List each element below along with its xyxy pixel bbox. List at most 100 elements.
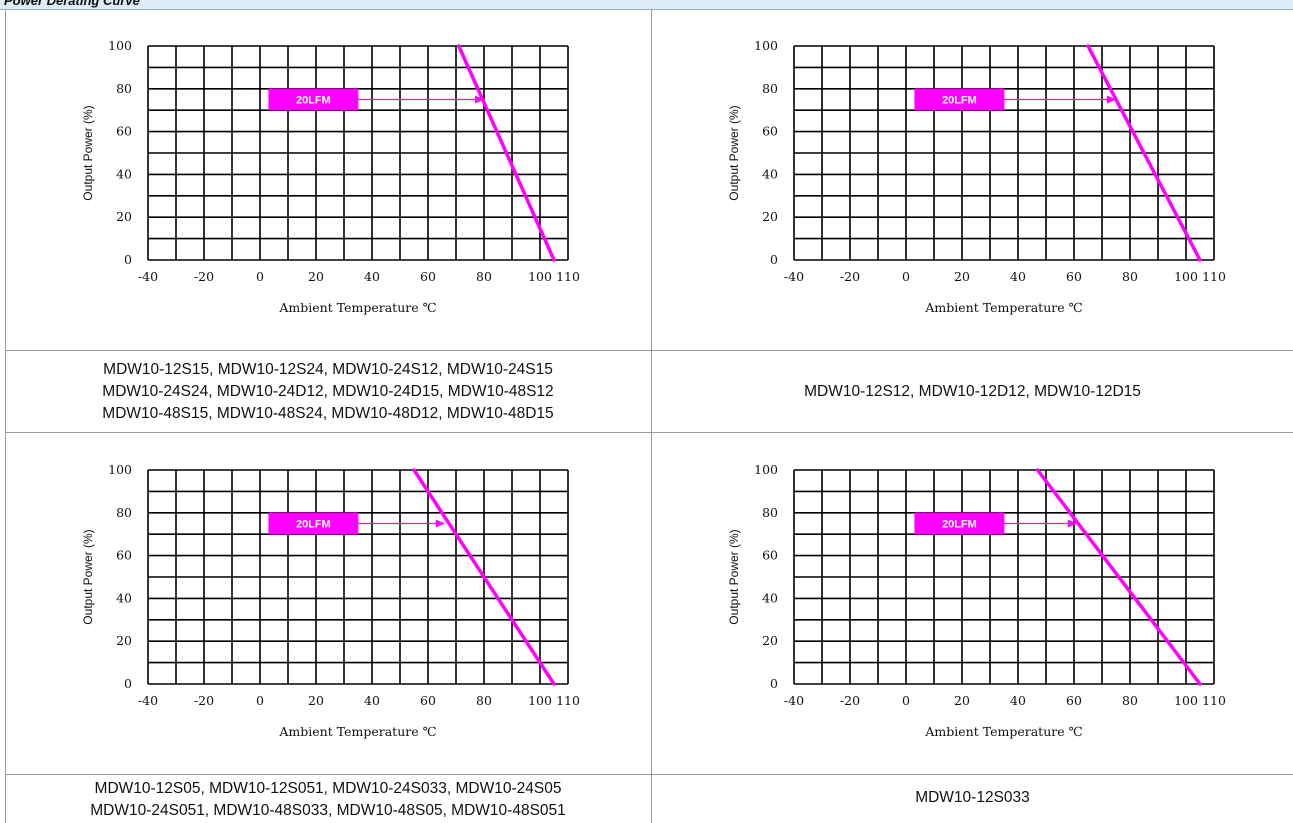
airflow-arrow-head [1067, 519, 1077, 528]
x-axis-label: Ambient Temperature ℃ [278, 724, 436, 739]
y-tick-label: 100 [108, 462, 132, 477]
y-tick-label: 80 [762, 81, 778, 96]
derating-chart-1: 0 20 40 60 80 100 -40 -20 0 20 40 60 80 100 110 Ambient… [81, 38, 580, 315]
derating-line [1035, 468, 1202, 686]
model-list-caption-3: MDW10-12S05, MDW10-12S051, MDW10-24S033,… [5, 775, 651, 823]
x-tick-label: 40 [1010, 693, 1026, 708]
x-tick-label: 100 [1174, 269, 1198, 284]
derating-chart-2: 0 20 40 60 80 100 -40 -20 0 20 40 60 80 100 110 Ambient… [727, 38, 1226, 315]
y-tick-label: 0 [124, 252, 132, 267]
y-axis-label: Output Power (%) [727, 529, 741, 624]
y-tick-label: 40 [762, 590, 778, 605]
x-tick-label: 60 [1066, 693, 1082, 708]
x-tick-label: 100 [1174, 693, 1198, 708]
model-list-caption-4: MDW10-12S033 [652, 775, 1293, 823]
model-list-line: MDW10-24S051, MDW10-48S033, MDW10-48S05,… [90, 802, 566, 819]
y-tick-label: 60 [762, 548, 778, 563]
model-list-caption-2: MDW10-12S12, MDW10-12D12, MDW10-12D15 [652, 351, 1293, 432]
table-frame [5, 9, 1293, 823]
y-tick-label: 100 [754, 462, 778, 477]
x-tick-label: 20 [308, 693, 324, 708]
y-axis-label: Output Power (%) [81, 105, 95, 200]
x-tick-label: -20 [194, 693, 214, 708]
x-tick-label: 0 [256, 693, 264, 708]
model-list-line: MDW10-12S15, MDW10-12S24, MDW10-24S12, M… [103, 360, 553, 378]
x-tick-label: 20 [308, 269, 324, 284]
table-row-divider [5, 350, 1293, 351]
airflow-label-box [914, 88, 1005, 111]
page-title: Power Derating Curve [4, 0, 140, 8]
x-tick-label: 100 [528, 693, 552, 708]
x-tick-label: 0 [256, 269, 264, 284]
x-tick-label: 110 [556, 693, 580, 708]
x-axis-label: Ambient Temperature ℃ [924, 300, 1082, 315]
x-tick-label: -40 [138, 693, 158, 708]
model-list-line: MDW10-12S05, MDW10-12S051, MDW10-24S033,… [94, 780, 562, 797]
x-tick-label: 40 [364, 693, 380, 708]
y-axis-label: Output Power (%) [81, 529, 95, 624]
model-list-line: MDW10-12S033 [915, 789, 1030, 806]
x-tick-label: 80 [1122, 269, 1138, 284]
x-axis-label: Ambient Temperature ℃ [924, 724, 1082, 739]
derating-line [412, 468, 556, 686]
y-tick-label: 40 [116, 590, 132, 605]
model-list-line: MDW10-24S24, MDW10-24D12, MDW10-24D15, M… [102, 382, 554, 400]
derating-line [1086, 44, 1202, 262]
x-tick-label: 80 [476, 693, 492, 708]
x-tick-label: -20 [194, 269, 214, 284]
x-tick-label: 0 [902, 693, 910, 708]
x-tick-label: 20 [954, 693, 970, 708]
y-tick-label: 40 [762, 166, 778, 181]
x-tick-label: 80 [1122, 693, 1138, 708]
derating-line [457, 44, 556, 262]
y-tick-label: 0 [770, 676, 778, 691]
x-tick-label: 110 [556, 269, 580, 284]
x-tick-label: 100 [528, 269, 552, 284]
x-tick-label: -40 [138, 269, 158, 284]
airflow-arrow-head [435, 519, 445, 528]
x-tick-label: -20 [840, 269, 860, 284]
x-tick-label: 40 [364, 269, 380, 284]
model-list-line: MDW10-48S15, MDW10-48S24, MDW10-48D12, M… [102, 404, 554, 422]
model-list-caption-1: MDW10-12S15, MDW10-12S24, MDW10-24S12, M… [5, 351, 651, 432]
x-tick-label: 60 [420, 693, 436, 708]
table-column-divider [651, 9, 652, 823]
airflow-label: 20LFM [296, 95, 331, 107]
y-tick-label: 0 [770, 252, 778, 267]
y-tick-label: 100 [754, 38, 778, 53]
y-tick-label: 100 [108, 38, 132, 53]
y-tick-label: 20 [762, 633, 778, 648]
x-tick-label: 80 [476, 269, 492, 284]
airflow-label: 20LFM [942, 95, 977, 107]
table-row-divider [5, 432, 1293, 433]
airflow-label: 20LFM [296, 519, 331, 531]
x-tick-label: 110 [1202, 269, 1226, 284]
y-tick-label: 20 [116, 633, 132, 648]
airflow-label-box [268, 512, 359, 535]
airflow-label-box [914, 512, 1005, 535]
derating-chart-3: 0 20 40 60 80 100 -40 -20 0 20 40 60 80 100 110 Ambient… [81, 462, 580, 739]
y-axis-label: Output Power (%) [727, 105, 741, 200]
y-tick-label: 20 [762, 209, 778, 224]
y-tick-label: 40 [116, 166, 132, 181]
x-tick-label: 110 [1202, 693, 1226, 708]
x-axis-label: Ambient Temperature ℃ [278, 300, 436, 315]
y-tick-label: 60 [116, 548, 132, 563]
x-tick-label: -40 [784, 693, 804, 708]
model-list-line: MDW10-12S12, MDW10-12D12, MDW10-12D15 [804, 382, 1141, 400]
x-tick-label: 60 [420, 269, 436, 284]
x-tick-label: 0 [902, 269, 910, 284]
x-tick-label: 60 [1066, 269, 1082, 284]
y-tick-label: 0 [124, 676, 132, 691]
derating-chart-4: 0 20 40 60 80 100 -40 -20 0 20 40 60 80 100 110 Ambient… [727, 462, 1226, 739]
x-tick-label: -40 [784, 269, 804, 284]
y-tick-label: 80 [116, 81, 132, 96]
airflow-label-box [268, 88, 359, 111]
airflow-arrow-head [475, 95, 484, 104]
airflow-arrow-head [1107, 95, 1116, 104]
x-tick-label: 40 [1010, 269, 1026, 284]
airflow-label: 20LFM [942, 519, 977, 531]
page-header: Power Derating Curve [0, 0, 1293, 10]
table-row-divider [5, 774, 1293, 775]
x-tick-label: 20 [954, 269, 970, 284]
